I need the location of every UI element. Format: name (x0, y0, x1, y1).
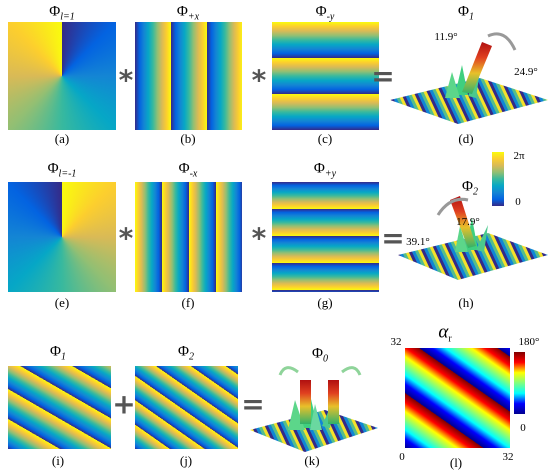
panel-caption: (f) (181, 295, 195, 310)
panel-title: αr (438, 322, 451, 345)
panel-caption: (l) (449, 455, 463, 470)
operator: * (118, 63, 134, 97)
plot-k (250, 366, 378, 452)
operator: * (251, 221, 267, 255)
panel-caption: (c) (317, 131, 333, 146)
panel-caption: (i) (51, 453, 65, 468)
colorbar (514, 352, 525, 414)
symbol: Φ (49, 3, 61, 20)
panel-title: Φ2 (462, 179, 478, 198)
corner-label: 32 (502, 451, 514, 463)
phase-map (8, 182, 116, 292)
panel-title: Φ1 (50, 344, 66, 363)
operator: * (118, 221, 134, 255)
plot-h (398, 196, 548, 280)
panel-title: Φ0 (312, 346, 328, 365)
panel-title: Φ2 (178, 344, 194, 363)
panel-caption: (e) (54, 295, 70, 310)
panel-title: Φ-y (316, 4, 335, 23)
angle-label: 11.9° (434, 31, 458, 43)
symbol: Φ (178, 343, 189, 360)
phase-map (135, 366, 238, 449)
operator: = (241, 387, 265, 421)
operator: * (251, 63, 267, 97)
symbol: Φ (458, 3, 469, 20)
phase-map (8, 366, 111, 449)
symbol: Φ (176, 3, 188, 20)
corner-label: 32 (390, 336, 402, 348)
symbol: Φ (315, 3, 327, 20)
symbol: Φ (312, 345, 323, 362)
panel-caption: (h) (458, 295, 474, 310)
symbol: Φ (313, 160, 325, 177)
panel-caption: (b) (180, 131, 196, 146)
colorbar (492, 152, 504, 206)
panel-title: Φ+x (177, 4, 199, 23)
panel-caption: (k) (304, 453, 320, 468)
subscript: 2 (472, 186, 478, 198)
operator: = (371, 59, 395, 93)
colorbar-label: 0 (520, 422, 526, 434)
subscript: -x (189, 168, 198, 180)
panel-title: Φ+y (314, 161, 336, 180)
operator: + (112, 387, 136, 421)
subscript: 0 (322, 353, 328, 365)
angle-label: 24.9° (514, 66, 538, 78)
phase-map (135, 182, 242, 292)
operator: = (381, 221, 405, 255)
subscript: l=1 (60, 11, 75, 23)
subscript: +x (187, 11, 200, 23)
subscript: r (448, 333, 452, 345)
symbol: Φ (178, 160, 190, 177)
subscript: -y (326, 11, 335, 23)
angle-label: 17.9° (456, 216, 480, 228)
panel-title: Φl=1 (49, 4, 75, 23)
symbol: Φ (50, 343, 61, 360)
subscript: 1 (60, 351, 66, 363)
phase-map (405, 348, 510, 448)
symbol: α (438, 321, 449, 343)
subscript: l=-1 (58, 168, 77, 180)
angle-label: 39.1° (406, 236, 430, 248)
panel-caption: (g) (317, 295, 333, 310)
colorbar-label: 2π (513, 150, 525, 162)
phase-map (8, 22, 116, 130)
symbol: Φ (462, 178, 473, 195)
subscript: 1 (468, 11, 474, 23)
phase-map (135, 22, 242, 130)
panel-caption: (j) (179, 453, 193, 468)
corner-label: 0 (399, 451, 405, 463)
panel-caption: (a) (54, 131, 70, 146)
subscript: 2 (188, 351, 194, 363)
panel-title: Φl=-1 (48, 161, 77, 180)
subscript: +y (324, 168, 337, 180)
phase-map (272, 182, 379, 292)
colorbar-label: 0 (515, 196, 521, 208)
panel-title: Φ-x (179, 161, 198, 180)
panel-title: Φ1 (458, 4, 474, 23)
plot-d (390, 32, 548, 124)
colorbar-label: 180° (518, 336, 540, 348)
panel-caption: (d) (458, 131, 474, 146)
phase-map (272, 22, 379, 130)
symbol: Φ (47, 160, 59, 177)
